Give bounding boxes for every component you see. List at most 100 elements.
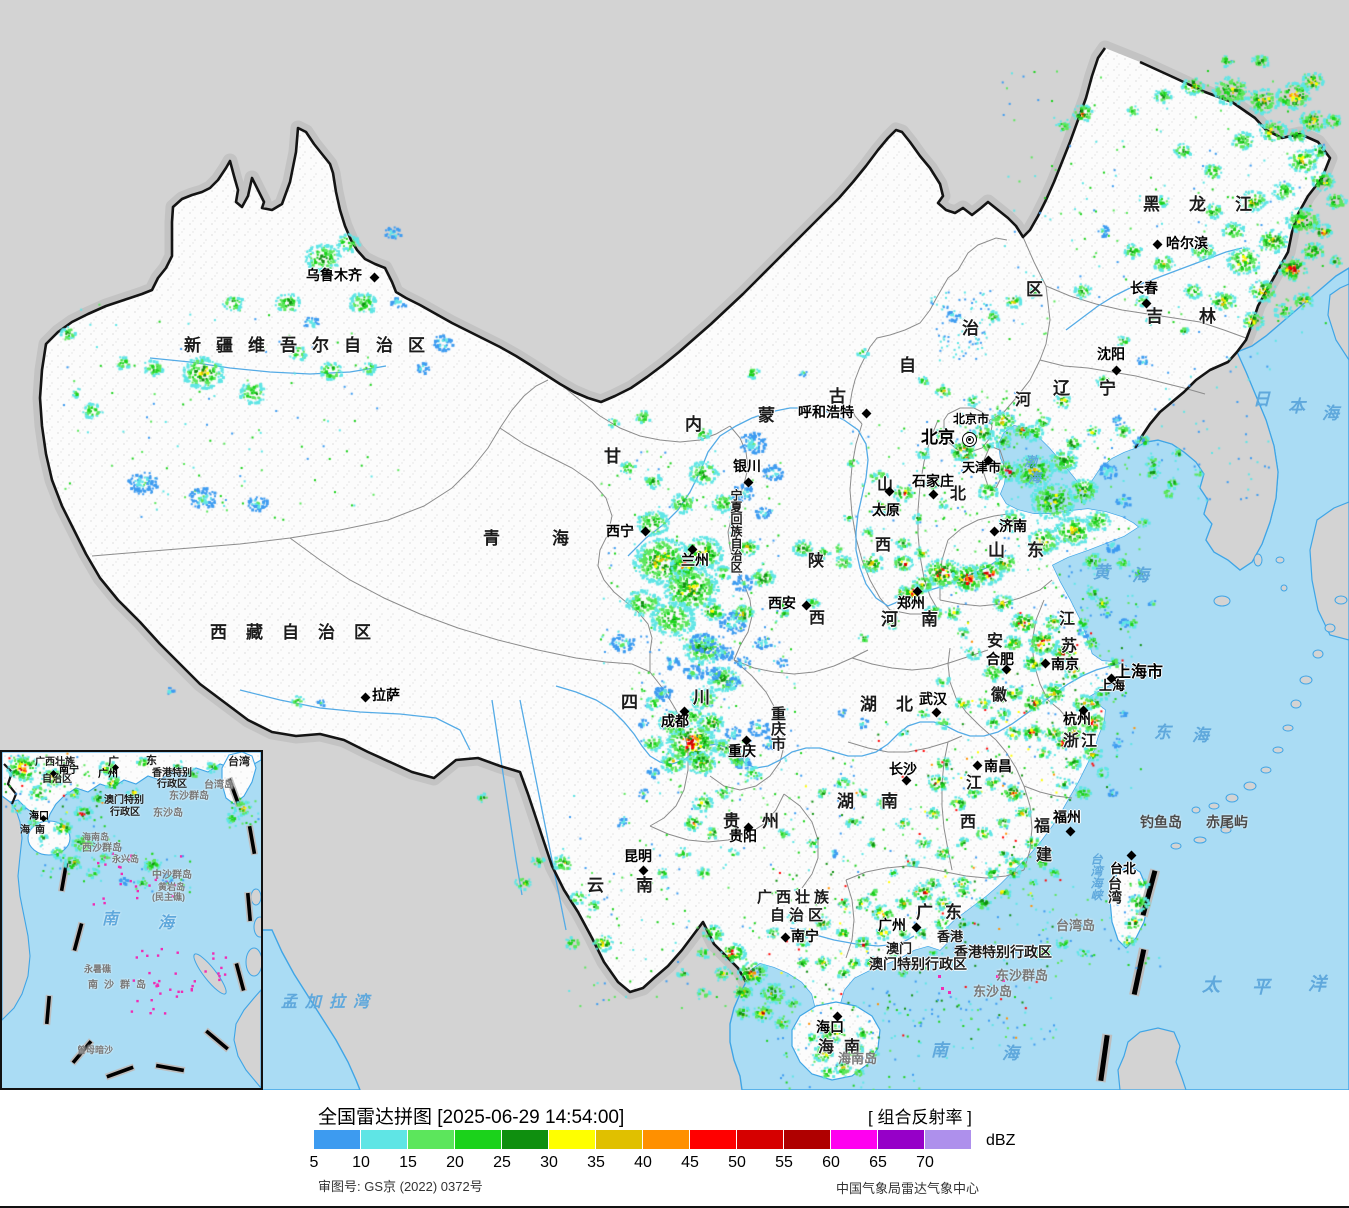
colorbar-tick: 15 (399, 1154, 417, 1171)
inset-place-label: 澳门特别 (104, 795, 144, 806)
city-label: 银川 (733, 458, 761, 474)
province-label: 内 (685, 415, 702, 434)
org-text: 中国气象局雷达气象中心 (836, 1181, 980, 1196)
city-label: 合肥 (986, 651, 1014, 667)
city-label: 南京 (1051, 656, 1079, 672)
colorbar-tick: 5 (309, 1154, 319, 1171)
province-label: 西 (875, 537, 892, 554)
city-dot-icon (640, 526, 651, 537)
city-label: 沈阳 (1097, 346, 1125, 362)
inset-place-label: 行政区 (157, 779, 187, 790)
province-label: 浙江 (1063, 733, 1100, 750)
province-label: 吉林 (1146, 307, 1252, 326)
inset-island-label: (民主礁) (152, 892, 185, 902)
province-label: 黑龙江 (1143, 195, 1281, 214)
province-label: 青海 (483, 529, 621, 548)
china-radar-map: 新疆维吾尔自治区 西藏自治区 青海甘内蒙古自治区黑龙江 吉林 辽宁河北山西山东 河南陕西宁… (0, 0, 1349, 1090)
province-label: 广东 (916, 903, 974, 922)
island-label: 台湾岛 (1056, 918, 1096, 933)
sea-label: 南 (931, 1041, 948, 1060)
colorbar-segment (643, 1130, 689, 1149)
sea-label: 太 (1202, 975, 1220, 995)
inset-sea-label: 南 (102, 911, 119, 928)
province-label: 香港特别行政区 (954, 944, 1052, 960)
island-label: 东沙群岛 (996, 968, 1049, 983)
inset-place-label: 海南 (20, 825, 50, 836)
city-dot-icon (369, 272, 380, 283)
city-dot-icon (360, 692, 371, 703)
province-label: 自 (899, 356, 916, 375)
colorbar-segment (549, 1130, 595, 1149)
sea-label: 孟加拉湾 (281, 994, 378, 1011)
province-label: 陕 (808, 553, 825, 570)
sea-label: 海 (1132, 566, 1149, 585)
city-label: 福州 (1053, 809, 1081, 825)
city-dot-icon (901, 775, 912, 786)
city-label: 武汉 (919, 691, 947, 707)
province-label: 新疆维吾尔自治区 (184, 336, 440, 355)
city-dot-icon (1040, 658, 1051, 669)
city-label: 西安 (768, 595, 796, 611)
colorbar-segment (596, 1130, 642, 1149)
sea-label: 渤 (1024, 454, 1038, 469)
sea-label: 平 (1252, 977, 1270, 997)
inset-place-label: 海口 (29, 811, 49, 822)
island-label: 赤尾屿 (1206, 814, 1248, 830)
inset-place-label: 广州 (98, 769, 118, 780)
city-label: 杭州 (1063, 711, 1091, 727)
inset-place-label: 东 (146, 755, 157, 767)
province-label: 澳门 (886, 941, 913, 956)
colorbar-segment (361, 1130, 407, 1149)
city-dot-icon (989, 526, 1000, 537)
product-name: [ 组合反射率 ] (868, 1108, 972, 1127)
city-dot-icon (1152, 239, 1163, 250)
sea-label: 洋 (1308, 974, 1326, 994)
colorbar-tick: 55 (775, 1154, 793, 1171)
province-label: 福 (1034, 818, 1051, 835)
colorbar-tick: 65 (869, 1154, 887, 1171)
city-label: 哈尔滨 (1166, 235, 1208, 251)
province-label: 广西壮族 (757, 889, 834, 906)
colorbar-segment (925, 1130, 971, 1149)
city-label: 天津市 (962, 460, 1002, 475)
inset-island-label: 西沙群岛 (82, 843, 122, 854)
city-dot-icon (928, 489, 939, 500)
province-label: 贵州 (723, 812, 801, 831)
colorbar-tick: 70 (916, 1154, 934, 1171)
inset-island-label: 黄岩岛 (158, 882, 186, 892)
province-label: 重庆市 (769, 706, 786, 751)
city-dot-icon (743, 477, 754, 488)
city-dot-icon (638, 865, 649, 876)
colorbar-tick: 60 (822, 1154, 840, 1171)
province-label: 香港 (937, 929, 964, 944)
license-text: 审图号: GS京 (2022) 0372号 (318, 1179, 483, 1194)
capital-marker-icon (962, 432, 977, 447)
province-label: 蒙 (758, 406, 775, 425)
colorbar-tick: 40 (634, 1154, 652, 1171)
city-label: 太原 (872, 502, 900, 518)
inset-place-label: 台湾 (228, 756, 250, 768)
city-label: 贵阳 (729, 828, 757, 844)
inset-island-label: 台湾岛 (204, 780, 234, 791)
city-dot-icon (861, 408, 872, 419)
province-label: 台湾 (1107, 876, 1123, 904)
inset-place-label: 自治区 (42, 774, 72, 785)
province-label: 湖北 (860, 695, 932, 714)
colorbar-segment (690, 1130, 736, 1149)
city-dot-icon (1111, 365, 1122, 376)
city-label: 北京市 (953, 412, 990, 426)
legend-title: 全国雷达拼图 [2025-06-29 14:54:00] (318, 1107, 625, 1128)
city-label: 昆明 (624, 848, 652, 864)
city-dot-icon (972, 760, 983, 771)
city-label: 拉萨 (372, 687, 400, 703)
inset-place-label: 广西壮族 (35, 757, 75, 768)
city-dot-icon (801, 600, 812, 611)
south-china-sea-inset: 广西壮族 自治区 南宁广东广州 香港特别 行政区 澳门特别 行政区 台湾 台湾岛 东沙群岛 东沙岛海… (0, 750, 263, 1090)
city-label: 南宁 (791, 928, 819, 944)
city-dot-icon (1065, 826, 1076, 837)
colorbar-segment (737, 1130, 783, 1149)
colorbar-segment (314, 1130, 360, 1149)
inset-island-label: 东沙群岛 (169, 791, 209, 802)
inset-place-label: 南宁 (59, 765, 79, 776)
city-label: 长沙 (889, 761, 917, 777)
